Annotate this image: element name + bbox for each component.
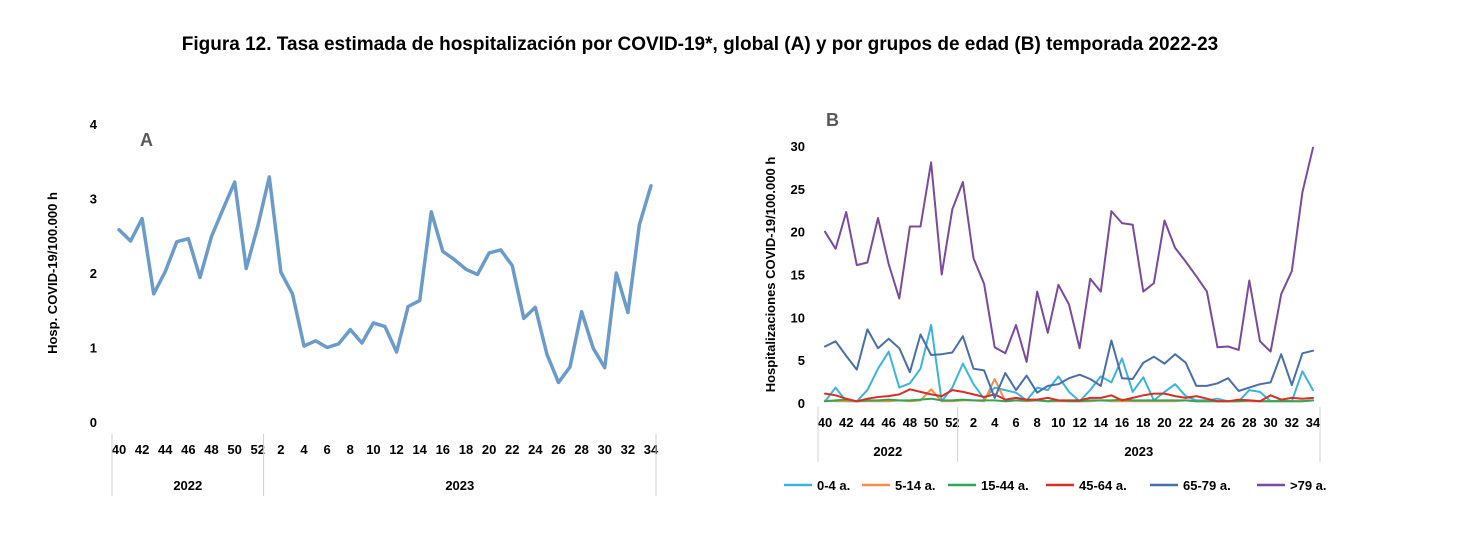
panel-b-ytick-label: 15 bbox=[791, 268, 805, 283]
panel-a-xtick-label: 2 bbox=[277, 442, 284, 457]
panel-b-xtick-label: 14 bbox=[1094, 415, 1109, 430]
panel-a-xtick-label: 28 bbox=[574, 442, 588, 457]
panel-a-series-line-global bbox=[117, 175, 653, 385]
panel-b-xtick-label: 30 bbox=[1263, 415, 1277, 430]
panel-a-xtick-label: 48 bbox=[204, 442, 218, 457]
panel-b-xtick-label: 26 bbox=[1221, 415, 1235, 430]
panel-a-letter: A bbox=[140, 130, 153, 150]
panel-b-legend-label: 0-4 a. bbox=[817, 478, 850, 493]
panel-b-ytick-label: 10 bbox=[791, 310, 805, 325]
panel-b-xtick-label: 52 bbox=[945, 415, 959, 430]
panel-a-ytick-label: 3 bbox=[90, 192, 97, 207]
panel-a-xtick-label: 40 bbox=[112, 442, 126, 457]
panel-b-xtick-label: 44 bbox=[860, 415, 875, 430]
panel-b-xtick-label: 50 bbox=[924, 415, 938, 430]
panel-a-xtick-label: 4 bbox=[300, 442, 308, 457]
panel-b-xtick-label: 16 bbox=[1115, 415, 1129, 430]
panel-a-ytick-label: 0 bbox=[90, 415, 97, 430]
panel-b-xtick-label: 28 bbox=[1242, 415, 1256, 430]
panel-b-legend-label: 45-64 a. bbox=[1079, 478, 1127, 493]
panel-a-ytick-label: 4 bbox=[90, 117, 98, 132]
panel-b-series-line-65-79-a- bbox=[824, 328, 1314, 399]
panel-b-xtick-label: 18 bbox=[1136, 415, 1150, 430]
panel-b-ytick-label: 30 bbox=[791, 139, 805, 154]
panel-a-xtick-label: 10 bbox=[366, 442, 380, 457]
panel-b-xtick-label: 6 bbox=[1012, 415, 1019, 430]
panel-a-xtick-label: 16 bbox=[436, 442, 450, 457]
panel-a-xtick-label: 18 bbox=[459, 442, 473, 457]
panel-b-ytick-label: 0 bbox=[798, 396, 805, 411]
panel-a-xtick-label: 50 bbox=[227, 442, 241, 457]
panel-b-legend-label: 65-79 a. bbox=[1183, 478, 1231, 493]
panel-b-y-axis-label: Hospitalizaciones COVID-19/100.000 h bbox=[763, 157, 778, 393]
panel-b-xtick-label: 20 bbox=[1157, 415, 1171, 430]
panel-a-year-label: 2023 bbox=[445, 478, 474, 493]
panel-a-xtick-label: 24 bbox=[528, 442, 543, 457]
panel-a-xtick-label: 32 bbox=[621, 442, 635, 457]
panel-b-xtick-label: 42 bbox=[839, 415, 853, 430]
panel-b-letter: B bbox=[826, 110, 839, 130]
panel-b-xtick-label: 4 bbox=[991, 415, 999, 430]
panel-a-xtick-label: 52 bbox=[251, 442, 265, 457]
panel-b-xtick-label: 40 bbox=[818, 415, 832, 430]
panel-a-xtick-label: 26 bbox=[551, 442, 565, 457]
panel-b-xtick-label: 24 bbox=[1200, 415, 1215, 430]
panel-b-xtick-label: 32 bbox=[1285, 415, 1299, 430]
panel-b-xtick-label: 46 bbox=[881, 415, 895, 430]
panel-b-xtick-label: 2 bbox=[970, 415, 977, 430]
panel-a-xtick-label: 22 bbox=[505, 442, 519, 457]
panel-a-ytick-label: 2 bbox=[90, 266, 97, 281]
panel-b-legend-label: 15-44 a. bbox=[981, 478, 1029, 493]
panel-b-xtick-label: 34 bbox=[1306, 415, 1321, 430]
panel-b-xtick-label: 12 bbox=[1072, 415, 1086, 430]
panel-b-legend-label: 5-14 a. bbox=[895, 478, 935, 493]
panel-a-xtick-label: 12 bbox=[389, 442, 403, 457]
figure-title: Figura 12. Tasa estimada de hospitalizac… bbox=[181, 34, 1219, 55]
panel-a-xtick-label: 34 bbox=[644, 442, 659, 457]
panel-b-year-label: 2022 bbox=[873, 444, 902, 459]
panel-b-year-label: 2023 bbox=[1124, 444, 1153, 459]
panel-b-ytick-label: 20 bbox=[791, 225, 805, 240]
panel-b-series-line--79-a- bbox=[824, 146, 1314, 363]
panel-b-xtick-label: 22 bbox=[1178, 415, 1192, 430]
panel-a-xtick-label: 44 bbox=[158, 442, 173, 457]
panel-a-xtick-label: 14 bbox=[412, 442, 427, 457]
panel-b-xtick-label: 10 bbox=[1051, 415, 1065, 430]
panel-a-xtick-label: 30 bbox=[598, 442, 612, 457]
panel-a-ytick-label: 1 bbox=[90, 341, 97, 356]
panel-a-y-axis-label: Hosp. COVID-19/100.000 h bbox=[45, 192, 60, 354]
panel-b-ytick-label: 5 bbox=[798, 353, 805, 368]
panel-b-xtick-label: 48 bbox=[903, 415, 917, 430]
panel-a-xtick-label: 8 bbox=[347, 442, 354, 457]
panel-b-legend-label: >79 a. bbox=[1290, 478, 1327, 493]
panel-b-ytick-label: 25 bbox=[791, 182, 805, 197]
panel-a-xtick-label: 20 bbox=[482, 442, 496, 457]
panel-b-xtick-label: 8 bbox=[1034, 415, 1041, 430]
panel-b-series-line-45-64-a- bbox=[824, 388, 1314, 403]
panel-a-xtick-label: 46 bbox=[181, 442, 195, 457]
panel-a-year-label: 2022 bbox=[173, 478, 202, 493]
panel-a-xtick-label: 6 bbox=[324, 442, 331, 457]
panel-a-xtick-label: 42 bbox=[135, 442, 149, 457]
